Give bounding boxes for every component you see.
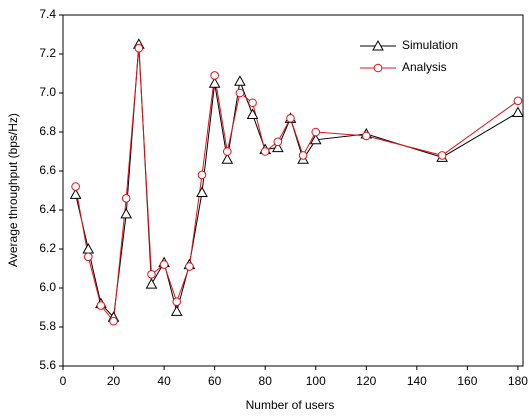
circle-marker [210,71,219,80]
circle-marker [159,260,169,269]
circle-marker [273,137,283,147]
circle-marker [71,182,80,191]
triangle-marker [120,207,133,219]
y-axis-label: Average throughput (bps/Hz) [6,113,20,267]
triangle-marker [309,133,322,145]
series-line [75,48,519,323]
legend-label: Simulation [402,38,458,52]
x-tick-label: 140 [407,374,427,388]
triangle-marker [82,242,95,254]
y-tick-label: 6.2 [39,241,56,255]
circle-marker [513,96,523,106]
circle-marker [96,301,106,310]
circle-marker [109,316,118,326]
triangle-marker [170,305,183,316]
legend-label: Analysis [402,60,447,74]
circle-marker [235,88,245,98]
triangle-marker [512,106,524,117]
circle-marker [185,262,194,271]
x-axis-label: Number of users [246,398,335,412]
x-tick-label: 160 [457,374,477,388]
triangle-marker [271,141,284,153]
triangle-marker [234,75,246,86]
y-tick-label: 6.0 [39,280,56,294]
y-tick-label: 7.2 [39,46,56,60]
circle-marker [172,297,182,306]
x-tick-label: 60 [208,374,222,388]
y-tick-label: 6.4 [39,202,56,216]
y-tick-label: 7.0 [39,85,56,99]
plot-frame [62,14,524,367]
x-tick-label: 80 [259,374,273,388]
y-tick-label: 6.8 [39,124,56,138]
circle-marker [286,114,295,123]
series-line [75,44,519,319]
x-tick-label: 40 [157,374,171,388]
triangle-marker [221,153,234,164]
triangle-marker [69,188,82,199]
y-tick-label: 6.6 [39,163,56,177]
circle-marker [298,151,308,160]
circle-marker [197,170,207,180]
circle-marker [260,147,270,156]
y-tick-label: 5.8 [39,319,56,333]
triangle-marker [372,39,384,51]
x-tick-label: 0 [60,374,67,388]
circle-marker [361,131,371,141]
x-tick-label: 20 [107,374,121,388]
circle-marker [134,43,144,53]
x-tick-label: 120 [356,374,376,388]
triangle-marker [246,108,259,119]
triangle-marker [196,186,208,197]
circle-marker [222,147,232,156]
y-tick-label: 5.6 [39,358,56,372]
triangle-marker [208,77,221,88]
circle-marker [83,252,93,262]
x-tick-label: 100 [306,374,326,388]
circle-marker [147,270,156,279]
x-tick-label: 180 [508,374,528,388]
circle-marker [248,98,257,108]
circle-marker [311,127,321,137]
triangle-marker [145,278,158,289]
y-tick-label: 7.4 [39,7,56,21]
circle-marker [121,194,131,203]
circle-marker [373,63,383,73]
circle-marker [437,151,447,160]
